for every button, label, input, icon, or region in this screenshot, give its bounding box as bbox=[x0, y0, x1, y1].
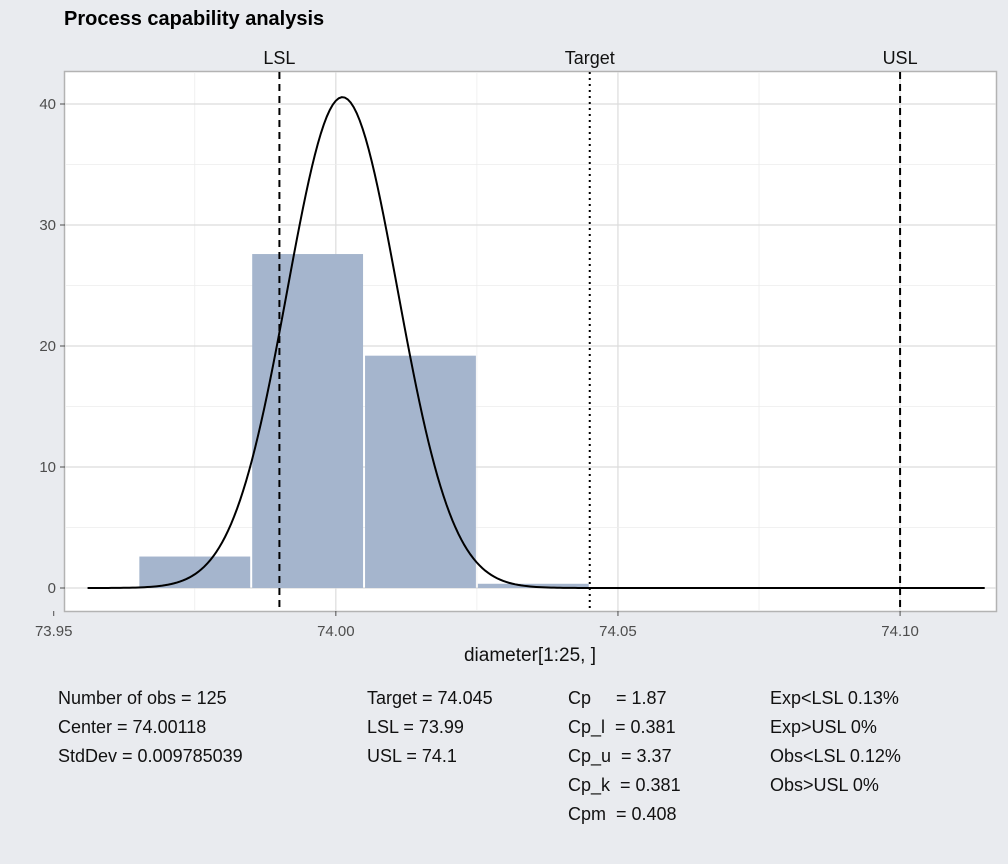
stat-obs-usl: Obs>USL 0% bbox=[770, 775, 879, 795]
x-tick-label: 73.95 bbox=[35, 623, 73, 640]
y-tick-label: 30 bbox=[39, 217, 56, 234]
stat-obs-lsl: Obs<LSL 0.12% bbox=[770, 746, 901, 766]
capability-stats: Number of obs = 125 Center = 74.00118 St… bbox=[0, 684, 1008, 834]
stat-stddev: StdDev = 0.009785039 bbox=[58, 746, 243, 766]
capability-chart: Process capability analysis LSL Target USL… bbox=[35, 8, 998, 666]
chart-title: Process capability analysis bbox=[64, 8, 324, 30]
stat-exp-lsl: Exp<LSL 0.13% bbox=[770, 688, 899, 708]
histogram-bars bbox=[139, 254, 589, 589]
target-label: Target bbox=[565, 48, 615, 68]
histogram-bar bbox=[365, 355, 476, 588]
stat-cpm: Cpm = 0.408 bbox=[568, 804, 677, 824]
stats-col-percent: Exp<LSL 0.13% Exp>USL 0% Obs<LSL 0.12% O… bbox=[770, 684, 901, 800]
x-tick-label: 74.00 bbox=[317, 623, 355, 640]
y-tick-label: 0 bbox=[48, 580, 56, 597]
stat-obs: Number of obs = 125 bbox=[58, 688, 227, 708]
usl-label: USL bbox=[883, 48, 918, 68]
axis-ticks: 73.95 74.00 74.05 74.10 0 10 20 30 40 bbox=[35, 96, 919, 640]
x-tick-label: 74.05 bbox=[599, 623, 637, 640]
stats-col-indices: Cp = 1.87 Cp_l = 0.381 Cp_u = 3.37 Cp_k … bbox=[568, 684, 681, 829]
y-tick-label: 20 bbox=[39, 338, 56, 355]
stats-col-specs: Target = 74.045 LSL = 73.99 USL = 74.1 bbox=[367, 684, 493, 771]
stat-exp-usl: Exp>USL 0% bbox=[770, 717, 877, 737]
histogram-bar bbox=[139, 556, 251, 588]
stat-cp-k: Cp_k = 0.381 bbox=[568, 775, 681, 795]
density-curve-path bbox=[87, 96, 985, 589]
stat-lsl: LSL = 73.99 bbox=[367, 717, 464, 737]
y-tick-label: 40 bbox=[39, 96, 56, 113]
stat-cp-u: Cp_u = 3.37 bbox=[568, 746, 672, 766]
y-tick-label: 10 bbox=[39, 459, 56, 476]
stat-cp-l: Cp_l = 0.381 bbox=[568, 717, 676, 737]
plot-panel bbox=[63, 70, 998, 613]
normal-curve bbox=[87, 96, 985, 589]
stats-col-sample: Number of obs = 125 Center = 74.00118 St… bbox=[58, 684, 243, 771]
limit-lines: LSL Target USL bbox=[263, 48, 918, 611]
stat-target: Target = 74.045 bbox=[367, 688, 493, 708]
stat-usl: USL = 74.1 bbox=[367, 746, 457, 766]
x-tick-label: 74.10 bbox=[881, 623, 919, 640]
x-axis-label: diameter[1:25, ] bbox=[464, 645, 596, 666]
histogram-bar bbox=[252, 254, 364, 589]
stat-center: Center = 74.00118 bbox=[58, 717, 207, 737]
lsl-label: LSL bbox=[263, 48, 295, 68]
stat-cp: Cp = 1.87 bbox=[568, 688, 667, 708]
